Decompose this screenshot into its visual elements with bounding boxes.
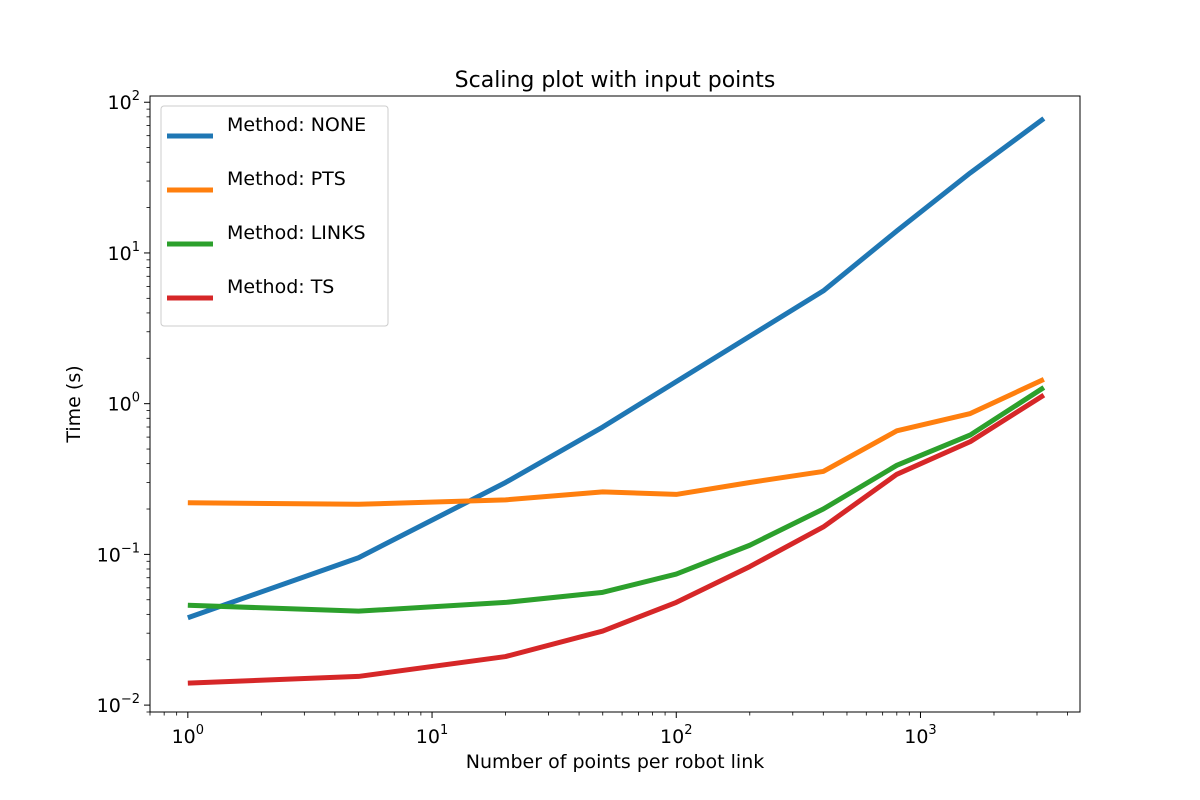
legend-label-0: Method: NONE xyxy=(227,114,366,136)
x-tick-label: 101 xyxy=(416,723,448,748)
y-axis: 10−2 10−1 100 101 102 xyxy=(97,89,150,717)
x-axis: 100 101 102 103 xyxy=(149,712,1068,748)
y-axis-label: Time (s) xyxy=(63,365,85,443)
series-line-2 xyxy=(187,385,1046,614)
series-line-0 xyxy=(187,116,1046,621)
legend: Method: NONE Method: PTS Method: LINKS Meth… xyxy=(160,105,389,327)
series-line-1 xyxy=(187,377,1045,507)
x-tick-label: 103 xyxy=(904,723,936,748)
y-tick-label: 10−1 xyxy=(97,541,140,566)
y-tick-label: 101 xyxy=(108,240,140,265)
x-tick-label: 100 xyxy=(172,723,204,748)
x-axis-label: Number of points per robot link xyxy=(466,751,765,773)
legend-label-1: Method: PTS xyxy=(227,168,346,190)
series-line-3 xyxy=(187,392,1046,686)
legend-label-3: Method: TS xyxy=(227,276,334,298)
chart-title: Scaling plot with input points xyxy=(455,68,776,93)
y-tick-label: 100 xyxy=(108,391,140,416)
y-tick-label: 102 xyxy=(108,89,140,114)
plot-lines xyxy=(187,116,1046,686)
legend-box xyxy=(160,105,389,327)
y-tick-label: 10−2 xyxy=(97,692,140,717)
x-tick-label: 102 xyxy=(660,723,692,748)
legend-label-2: Method: LINKS xyxy=(227,222,366,244)
